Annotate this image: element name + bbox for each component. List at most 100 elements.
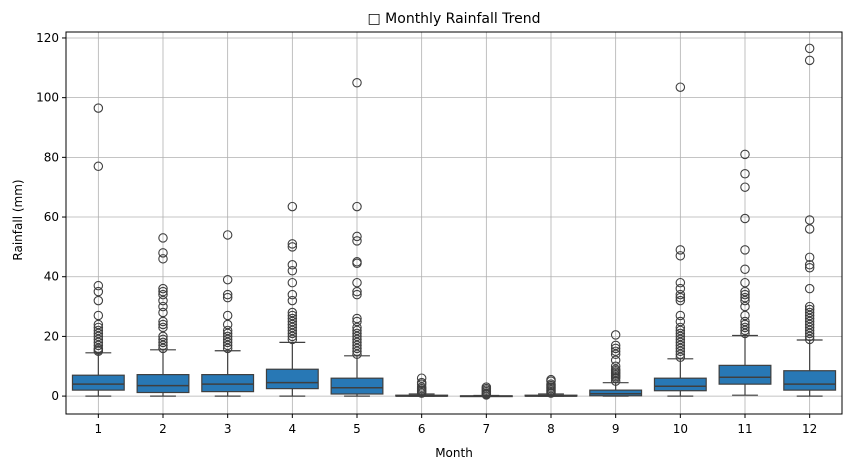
outlier-point (740, 245, 750, 255)
outlier-point (675, 322, 686, 333)
box-month-2 (136, 233, 190, 397)
outlier-point (93, 295, 104, 306)
outlier-point (352, 277, 362, 288)
outlier-point (675, 316, 686, 327)
outlier-point (287, 242, 298, 252)
outlier-point (158, 248, 168, 258)
outlier-point (287, 316, 298, 327)
outlier-point (158, 295, 168, 306)
box-iqr (330, 377, 384, 395)
outlier-point (222, 230, 233, 240)
outlier-point (158, 307, 168, 318)
outlier-point (352, 337, 362, 348)
outlier-point (158, 254, 168, 264)
outlier-point (675, 310, 686, 321)
y-tick-label: 120 (36, 31, 59, 45)
outlier-point (740, 319, 750, 330)
outlier-point (675, 340, 686, 351)
outlier-point (287, 307, 298, 318)
outlier-point (93, 103, 104, 113)
y-tick-label: 0 (51, 389, 59, 403)
outlier-point (740, 322, 750, 333)
outlier-point (352, 340, 362, 351)
chart-title: □ Monthly Rainfall Trend (368, 11, 541, 27)
outlier-point (352, 231, 362, 242)
outlier-point (93, 334, 104, 345)
outlier-point (804, 322, 815, 333)
outlier-point (675, 349, 686, 360)
x-tick-label: 8 (547, 422, 555, 436)
x-tick-label: 12 (802, 422, 817, 436)
outlier-point (93, 328, 104, 339)
outlier-point (158, 233, 168, 243)
outlier-point (804, 301, 815, 312)
outlier-point (675, 337, 686, 348)
outlier-point (610, 364, 621, 374)
outlier-point (804, 215, 815, 225)
outlier-point (804, 43, 815, 54)
outlier-point (675, 277, 686, 288)
outlier-point (740, 301, 750, 312)
x-axis-label: Month (435, 446, 473, 460)
outlier-point (222, 274, 233, 285)
x-tick-label: 4 (289, 422, 297, 436)
y-axis-label: Rainfall (mm) (11, 179, 25, 260)
outlier-point (352, 316, 362, 327)
box-month-7 (459, 382, 513, 400)
outlier-point (804, 334, 815, 345)
outlier-point (740, 328, 750, 339)
outlier-point (740, 310, 750, 321)
outlier-point (222, 289, 233, 300)
outlier-point (804, 55, 815, 66)
outlier-point (222, 328, 233, 339)
x-tick-label: 7 (483, 422, 491, 436)
outlier-point (287, 325, 298, 336)
box-month-1 (71, 103, 125, 397)
outlier-point (287, 295, 298, 306)
outlier-point (675, 295, 686, 306)
outlier-point (158, 289, 168, 300)
outlier-point (740, 149, 750, 160)
outlier-point (804, 328, 815, 339)
box-month-10 (653, 82, 707, 397)
outlier-point (352, 322, 362, 333)
outlier-point (93, 343, 104, 354)
outlier-point (287, 328, 298, 339)
outlier-point (675, 283, 686, 294)
outlier-point (740, 316, 750, 327)
outlier-point (352, 331, 362, 342)
outlier-point (804, 224, 815, 234)
x-tick-label: 11 (737, 422, 752, 436)
outlier-point (352, 325, 362, 336)
outlier-point (804, 304, 815, 315)
outlier-point (610, 330, 621, 340)
box-iqr (136, 374, 190, 394)
outlier-point (675, 334, 686, 345)
outlier-point (287, 334, 298, 345)
outlier-point (93, 286, 104, 297)
box-series (71, 43, 837, 400)
outlier-point (93, 319, 104, 330)
outlier-point (740, 325, 750, 336)
outlier-point (158, 334, 168, 345)
x-tick-label: 10 (673, 422, 688, 436)
box-month-8 (524, 374, 578, 398)
outlier-point (675, 289, 686, 300)
outlier-point (287, 239, 298, 249)
outlier-point (804, 319, 815, 330)
x-tick-label: 3 (224, 422, 232, 436)
outlier-point (158, 340, 168, 351)
y-tick-label: 20 (44, 329, 59, 343)
outlier-point (610, 361, 621, 371)
outlier-point (287, 313, 298, 324)
box-month-4 (265, 201, 319, 397)
outlier-point (416, 377, 427, 388)
outlier-point (546, 374, 556, 385)
outlier-point (804, 313, 815, 324)
outlier-point (675, 82, 686, 92)
outlier-point (416, 382, 427, 392)
outlier-point (287, 310, 298, 321)
